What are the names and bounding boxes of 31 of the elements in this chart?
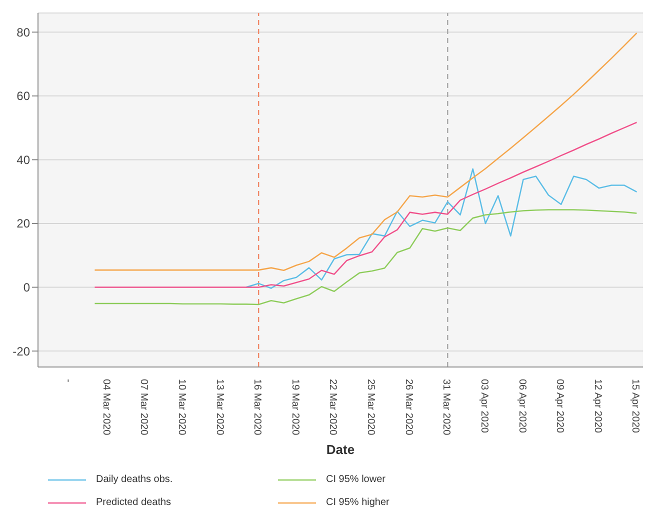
x-axis-title: Date (326, 442, 355, 457)
y-tick-label: -20 (12, 344, 30, 358)
y-tick-label: 80 (16, 25, 30, 40)
x-tick-label: 31 Mar 2020 (440, 379, 452, 436)
y-tick-label: 0 (23, 280, 30, 295)
x-tick-label: 22 Mar 2020 (327, 379, 338, 436)
x-tick-label: 12 Apr 2020 (592, 379, 603, 434)
legend-label: CI 95% higher (326, 497, 390, 508)
x-tick-label: 13 Mar 2020 (214, 379, 225, 436)
line-series (94, 122, 638, 288)
x-tick-label: 16 Mar 2020 (252, 379, 263, 436)
line-series (94, 32, 638, 272)
legend-label: Daily deaths obs. (96, 474, 173, 485)
x-tick-label: 09 Apr 2020 (554, 379, 566, 434)
line-series (94, 209, 638, 306)
y-tick-label: 40 (16, 152, 30, 167)
y-tick-label: 60 (16, 89, 30, 104)
x-tick-label: 15 Apr 2020 (630, 379, 641, 434)
x-tick-label: 04 Mar 2020 (100, 379, 112, 436)
x-tick-label: 06 Apr 2020 (516, 379, 528, 434)
legend-label: CI 95% lower (326, 474, 386, 485)
x-tick-label: 25 Mar 2020 (365, 379, 376, 436)
legend-label: Predicted deaths (96, 497, 172, 508)
x-tick-label: 10 Mar 2020 (176, 379, 187, 436)
x-tick-label: 03 Apr 2020 (478, 379, 490, 434)
x-tick-label: 26 Mar 2020 (402, 379, 414, 436)
x-tick-label: 07 Mar 2020 (138, 379, 150, 436)
x-tick-label: 19 Mar 2020 (289, 379, 300, 436)
line-series (245, 168, 638, 289)
x-tick-label: - (62, 379, 74, 382)
y-tick-label: 20 (16, 216, 30, 231)
